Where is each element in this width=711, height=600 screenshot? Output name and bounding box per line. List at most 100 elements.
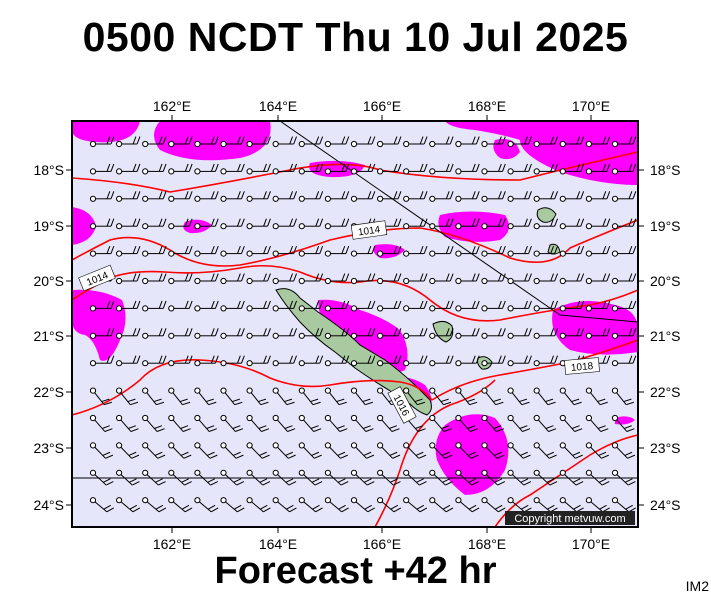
wind-barb xyxy=(429,469,453,486)
wind-barb xyxy=(559,497,584,513)
wind-barb xyxy=(142,414,165,432)
wind-barb xyxy=(559,387,582,406)
wind-barb xyxy=(194,469,218,486)
wind-barb xyxy=(272,245,298,257)
wind-barb xyxy=(533,497,558,513)
wind-barb xyxy=(324,355,350,367)
wind-barb xyxy=(298,136,324,148)
wind-barb xyxy=(559,273,585,285)
wind-barb xyxy=(194,163,219,175)
rain-area xyxy=(438,211,509,242)
rain-area xyxy=(435,414,509,495)
wind-barb xyxy=(246,355,271,367)
lat-label: 18°S xyxy=(33,162,64,178)
copyright-text: Copyright metvuw.com xyxy=(514,513,625,525)
wind-barb xyxy=(481,497,506,513)
copyright-badge xyxy=(505,511,635,525)
wind-barb xyxy=(324,387,347,406)
wind-barb xyxy=(559,245,585,257)
lat-label: 22°S xyxy=(33,384,64,400)
lat-label: 19°S xyxy=(33,218,64,234)
wind-barb xyxy=(533,136,559,148)
wind-barb xyxy=(429,328,454,339)
wind-barb xyxy=(324,442,348,459)
wind-barb xyxy=(429,387,452,406)
wind-barb xyxy=(220,300,245,312)
wind-barb xyxy=(272,136,298,148)
wind-barb xyxy=(455,497,480,513)
isobar xyxy=(431,339,638,401)
wind-barb xyxy=(481,300,506,312)
wind-barb xyxy=(377,442,401,459)
wind-barb xyxy=(429,163,454,175)
isobar-label: 1018 xyxy=(571,361,595,374)
wind-barb xyxy=(324,245,350,257)
wind-barb xyxy=(429,414,452,432)
lon-label: 166°E xyxy=(363,536,401,552)
wind-barb xyxy=(611,191,637,202)
wind-barb xyxy=(585,469,610,486)
wind-barb xyxy=(298,163,324,175)
wind-barb xyxy=(481,163,506,175)
wind-barb xyxy=(585,273,611,285)
wind-barb xyxy=(533,218,559,230)
wind-barb xyxy=(481,273,506,285)
wind-barb xyxy=(611,414,635,432)
wind-barb xyxy=(585,497,610,513)
wind-barb xyxy=(324,414,348,432)
wind-barb xyxy=(533,328,559,339)
wind-barb xyxy=(116,387,139,406)
wind-barb xyxy=(324,136,350,148)
wind-barb xyxy=(507,355,532,367)
wind-barb xyxy=(298,442,322,459)
wind-barb xyxy=(507,387,530,406)
wind-barbs xyxy=(89,136,637,513)
wind-barb xyxy=(89,218,115,230)
rain-area xyxy=(72,207,96,245)
wind-barb xyxy=(220,218,245,230)
lon-label: 164°E xyxy=(259,536,297,552)
wind-barb xyxy=(585,387,608,406)
wind-barb xyxy=(168,191,193,202)
wind-barb xyxy=(429,497,454,513)
wind-barb xyxy=(142,497,167,513)
wind-barb xyxy=(89,300,115,312)
wind-barb xyxy=(168,355,193,367)
wind-barb xyxy=(585,218,611,230)
wind-barb xyxy=(168,218,193,230)
lon-labels-top: 162°E 164°E 166°E 168°E 170°E xyxy=(153,98,610,114)
wind-barb xyxy=(611,163,637,175)
wind-barb xyxy=(350,469,375,486)
wind-barb xyxy=(455,245,480,257)
track-line xyxy=(559,314,638,323)
wind-barb xyxy=(168,328,193,339)
lat-label: 18°S xyxy=(650,162,681,178)
wind-barb xyxy=(220,136,245,148)
wind-barb xyxy=(533,273,559,285)
wind-barb xyxy=(377,414,400,432)
wind-barb xyxy=(533,191,559,202)
wind-barb xyxy=(89,328,115,339)
lon-label: 164°E xyxy=(259,98,297,114)
wind-barb xyxy=(455,442,479,459)
wind-barb xyxy=(611,442,636,459)
wind-barb xyxy=(194,328,219,339)
wind-barb xyxy=(168,442,192,459)
wind-barb xyxy=(585,136,611,148)
lat-labels-left: 18°S 19°S 20°S 21°S 22°S 23°S 24°S xyxy=(33,162,64,513)
rain-area xyxy=(615,416,635,425)
wind-barb xyxy=(220,414,244,432)
wind-barb xyxy=(559,163,585,175)
wind-barb xyxy=(246,218,271,230)
wind-barb xyxy=(350,414,374,432)
wind-barb xyxy=(142,300,167,312)
wind-barb xyxy=(89,469,114,486)
rain-area xyxy=(72,121,140,143)
wind-barb xyxy=(611,497,636,513)
wind-barb xyxy=(116,191,141,202)
wind-barb xyxy=(611,328,637,339)
wind-barb xyxy=(481,218,506,230)
wind-barb xyxy=(324,273,350,285)
wind-barb xyxy=(377,355,402,367)
rain-area xyxy=(552,301,638,355)
